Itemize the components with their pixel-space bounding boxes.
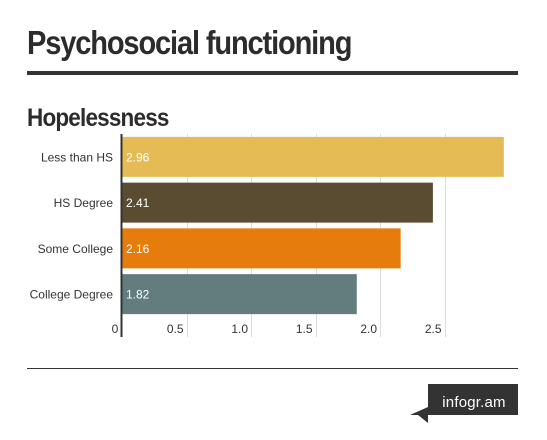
title-divider [27, 71, 518, 75]
x-tick-label-4: 2.0 [360, 322, 377, 336]
bar-0 [122, 136, 504, 177]
category-label-1: HS Degree [54, 196, 114, 210]
category-label-3: College Degree [30, 288, 114, 302]
bar-3 [122, 274, 357, 315]
footer-divider [27, 368, 518, 369]
category-label-2: Some College [38, 242, 114, 256]
x-tick-label-5: 2.5 [425, 322, 442, 336]
bar-value-label-1: 2.41 [126, 196, 150, 210]
x-tick-label-2: 1.0 [231, 322, 248, 336]
bar-value-label-3: 1.82 [126, 288, 150, 302]
brand-ribbon-icon [410, 384, 518, 423]
bar-value-label-0: 2.96 [126, 150, 150, 164]
page-title: Psychosocial functioning [27, 24, 352, 61]
bar-1 [122, 182, 433, 223]
bar-2 [122, 228, 401, 269]
category-label-0: Less than HS [41, 150, 113, 164]
x-tick-label-0: 0 [112, 322, 119, 336]
chart-title: Hopelessness [27, 104, 169, 132]
bar-value-label-2: 2.16 [126, 242, 150, 256]
brand-label: infogr.am [442, 394, 506, 411]
x-tick-label-3: 1.5 [296, 322, 313, 336]
infogram-brand-badge[interactable]: infogr.am [408, 384, 518, 423]
x-tick-label-1: 0.5 [167, 322, 184, 336]
